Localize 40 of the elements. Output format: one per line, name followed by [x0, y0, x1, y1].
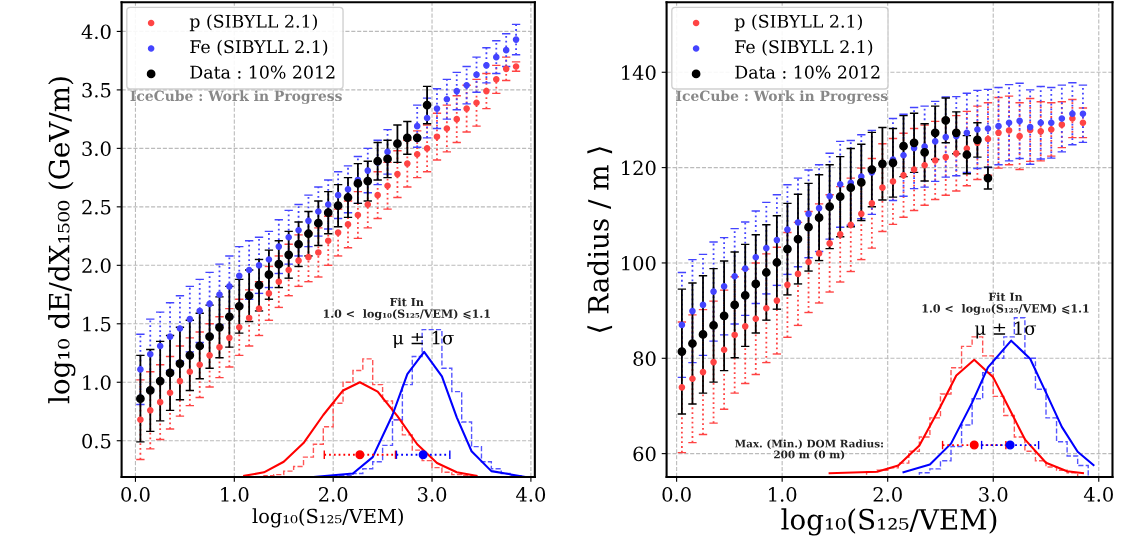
y-tick-label: 80: [633, 351, 656, 366]
x-tick-label: 0.0: [662, 487, 691, 502]
y-tick-label: 2.0: [82, 258, 111, 273]
legend-label: Data : 10% 2012: [190, 65, 335, 79]
x-tick-label: 2.0: [873, 487, 902, 502]
legend-label: p (SIBYLL 2.1): [734, 14, 862, 32]
legend-label: Fe (SIBYLL 2.1): [190, 39, 328, 56]
x-tick-label: 3.0: [418, 487, 447, 502]
y-tick-label: 2.5: [82, 199, 111, 215]
y-tick-label: 120: [622, 160, 656, 176]
y-tick-label: 3.0: [82, 141, 111, 157]
y-tick-label: 100: [622, 255, 656, 271]
y-tick-label: 1.0: [83, 375, 111, 390]
x-tick-label: 4.0: [516, 487, 546, 502]
annotation: IceCube : Work in Progress: [130, 90, 342, 104]
legend-label: Data : 10% 2012: [735, 65, 880, 79]
x-tick-label: 3.0: [979, 487, 1008, 502]
annotation: Fit In 1.0 < log₁₀(S₁₂₅/VEM) ⩽1.1: [922, 292, 1089, 315]
y-tick-label: 4.0: [81, 24, 111, 40]
x-axis-title: log₁₀(S₁₂₅/VEM): [252, 508, 403, 528]
legend-label: p (SIBYLL 2.1): [189, 14, 317, 32]
y-axis-title: ⟨ Radius / m ⟩: [587, 147, 613, 332]
y-tick-label: 0.5: [82, 433, 111, 449]
annotation: Fit In 1.0 < log₁₀(S₁₂₅/VEM) ⩽1.1: [323, 297, 490, 321]
x-tick-label: 0.0: [121, 487, 150, 502]
x-tick-label: 1.0: [221, 487, 249, 502]
x-tick-label: 1.0: [769, 487, 797, 502]
y-tick-label: 1.5: [83, 316, 111, 332]
x-tick-label: 4.0: [1083, 487, 1113, 502]
annotation: Max. (Min.) DOM Radius: 200 m (0 m): [735, 439, 883, 460]
y-tick-label: 3.5: [82, 82, 111, 98]
y-axis-title: log₁₀ dE/dX₁₅₀₀ (GeV/m): [48, 77, 76, 404]
x-axis-title: log₁₀(S₁₂₅/VEM): [781, 508, 997, 536]
annotation: μ ± 1σ: [392, 330, 454, 349]
y-tick-label: 140: [622, 65, 656, 80]
legend-label: Fe (SIBYLL 2.1): [735, 39, 873, 56]
x-tick-label: 2.0: [319, 487, 348, 502]
annotation: μ ± 1σ: [975, 321, 1037, 339]
y-tick-label: 60: [633, 446, 656, 462]
annotation: IceCube : Work in Progress: [676, 90, 888, 104]
